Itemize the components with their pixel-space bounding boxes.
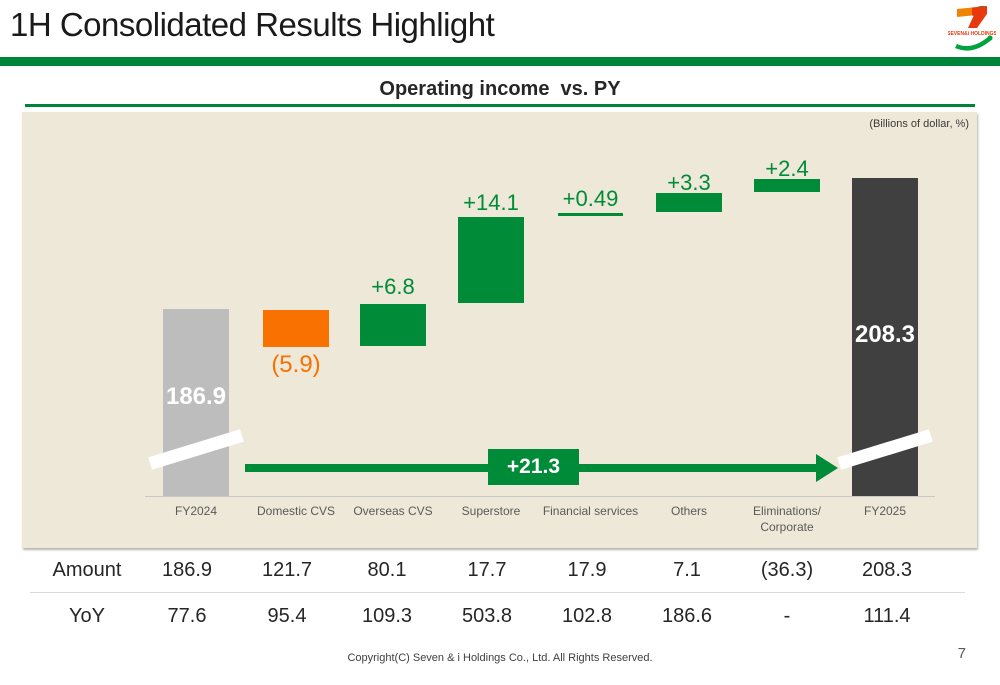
table-cell: - [783,604,791,627]
row-label: Amount [52,558,122,581]
category-label-eliminations-corporate: Eliminations/ Corporate [752,504,822,534]
table-cell: 80.1 [367,558,407,581]
bar-value-label-eliminations-corporate: +2.4 [765,156,809,181]
table-row-yoy: YoY 77.6 95.4 109.3 503.8 102.8 186.6 - … [0,593,1000,639]
category-label-financial-services: Financial services [542,504,639,518]
svg-text:SEVEN&i HOLDINGS: SEVEN&i HOLDINGS [948,31,996,37]
table-row-amount: Amount 186.9 121.7 80.1 17.7 17.9 7.1 (3… [0,548,1000,592]
bar-domestic-cvs [263,310,329,347]
bar-eliminations-corporate [754,179,820,192]
table-cell: 111.4 [863,604,911,627]
x-axis-line [145,496,935,497]
row-label: YoY [69,604,105,627]
bar-value-label-others: +3.3 [667,170,711,195]
seven-and-i-holdings-logo: SEVEN&i HOLDINGS [948,2,996,54]
table-cell: 7.1 [673,558,701,581]
bar-value-label-fy2024: 186.9 [165,383,227,410]
total-change-badge: +21.3 [488,449,579,485]
bar-fy2024 [163,309,229,496]
table-cell: 95.4 [267,604,307,627]
table-cell: 17.9 [567,558,607,581]
bar-others [656,193,722,212]
table-cell: 503.8 [461,604,513,627]
bar-financial-services [558,213,623,216]
header-accent-bar [0,57,1000,66]
table-cell: 208.3 [861,558,913,581]
arrow-head-icon [816,454,838,482]
bar-superstore [458,217,524,303]
results-table: Amount 186.9 121.7 80.1 17.7 17.9 7.1 (3… [0,548,1000,639]
table-cell: 186.9 [161,558,213,581]
table-cell: 77.6 [167,604,207,627]
bar-value-label-overseas-cvs: +6.8 [371,274,415,299]
waterfall-chart: (Billions of dollar, %) 186.9 FY2024 (5.9)… [22,112,977,548]
bar-value-label-domestic-cvs: (5.9) [271,351,321,378]
category-label-others: Others [670,504,707,518]
table-cell: 109.3 [361,604,413,627]
category-label-fy2025: FY2025 [863,504,907,518]
table-cell: 17.7 [467,558,507,581]
table-cell: 102.8 [561,604,613,627]
table-cell: 186.6 [661,604,713,627]
chart-title: Operating income vs. PY [379,78,621,100]
bar-value-label-financial-services: +0.49 [562,186,619,211]
unit-note: (Billions of dollar, %) [869,118,969,130]
table-cell: (36.3) [760,558,814,581]
table-cell: 121.7 [261,558,313,581]
bar-value-label-superstore: +14.1 [463,190,519,215]
table-divider [30,592,965,593]
category-label-domestic-cvs: Domestic CVS [256,504,336,518]
category-label-superstore: Superstore [461,504,521,518]
page-number: 7 [957,645,966,662]
copyright-text: Copyright(C) Seven & i Holdings Co., Ltd… [347,652,653,664]
chart-title-underline [25,104,975,107]
category-label-overseas-cvs: Overseas CVS [353,504,433,518]
category-label-fy2024: FY2024 [174,504,218,518]
page-title: 1H Consolidated Results Highlight [10,6,495,43]
bar-overseas-cvs [360,304,426,346]
bar-value-label-fy2025: 208.3 [854,321,916,348]
